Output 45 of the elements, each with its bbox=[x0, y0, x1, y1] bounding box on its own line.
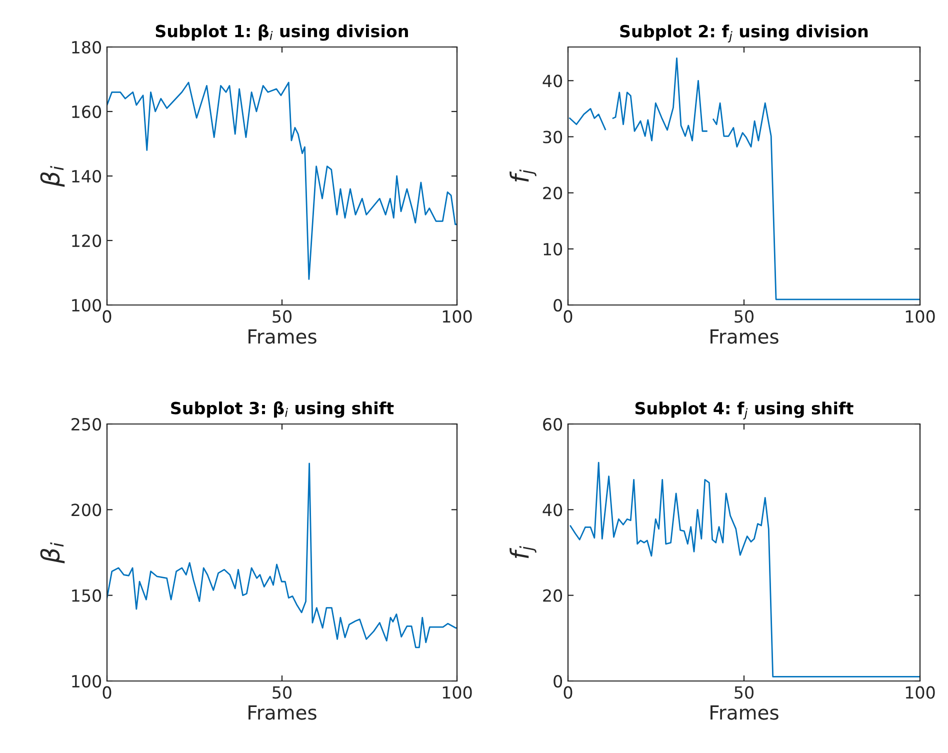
x-axis-title: Frames bbox=[710, 705, 778, 720]
x-tick-label: 0 bbox=[564, 686, 572, 699]
x-axis-title: Frames bbox=[248, 705, 316, 720]
y-tick-label: 40 bbox=[542, 74, 562, 88]
y-tick-label: 250 bbox=[72, 418, 102, 431]
y-tick-label: 0 bbox=[554, 674, 562, 688]
y-tick-label: 120 bbox=[72, 234, 102, 248]
y-tick-label: 20 bbox=[543, 186, 562, 200]
chart-title: Subplot 4: f$_{j}$ using shift bbox=[635, 402, 854, 420]
x-tick-label: 100 bbox=[442, 310, 472, 323]
x-tick-label: 100 bbox=[442, 686, 472, 699]
x-tick-label: 50 bbox=[734, 310, 754, 323]
x-tick-label: 50 bbox=[272, 686, 292, 699]
y-axis-title: β$_{i}$ bbox=[40, 542, 65, 564]
y-tick-label: 0 bbox=[554, 298, 562, 312]
chart-title: Subplot 2: f$_{j}$ using division bbox=[620, 24, 868, 42]
y-tick-label: 30 bbox=[543, 130, 562, 144]
line-series bbox=[107, 82, 457, 280]
y-tick-label: 180 bbox=[72, 40, 102, 54]
chart-title: Subplot 3: β$_{i}$ using shift bbox=[171, 401, 394, 418]
line-series bbox=[570, 462, 920, 678]
x-axis-title: Frames bbox=[248, 329, 316, 344]
line-series bbox=[107, 462, 457, 648]
y-tick-label: 150 bbox=[72, 589, 102, 602]
y-tick-label: 40 bbox=[542, 504, 562, 516]
y-axis-title: f$_{j}$ bbox=[510, 546, 536, 558]
x-tick-label: 50 bbox=[272, 310, 292, 323]
x-tick-label: 50 bbox=[734, 686, 754, 699]
y-tick-label: 60 bbox=[543, 418, 562, 431]
x-axis-title: Frames bbox=[710, 329, 778, 344]
y-tick-label: 100 bbox=[72, 674, 102, 688]
y-axis-title: β$_{i}$ bbox=[40, 166, 65, 187]
x-tick-label: 100 bbox=[906, 686, 935, 699]
x-tick-label: 100 bbox=[906, 310, 935, 323]
y-tick-label: 140 bbox=[72, 170, 102, 183]
y-tick-label: 200 bbox=[72, 504, 102, 516]
y-tick-label: 20 bbox=[543, 589, 562, 602]
y-tick-label: 100 bbox=[72, 298, 102, 312]
x-tick-label: 0 bbox=[102, 310, 112, 323]
y-tick-label: 160 bbox=[72, 105, 102, 118]
y-axis-title: f$_{j}$ bbox=[510, 169, 536, 182]
x-tick-label: 0 bbox=[102, 686, 112, 699]
y-tick-label: 10 bbox=[544, 242, 562, 256]
chart-title: Subplot 1: β$_{i}$ using division bbox=[156, 24, 408, 41]
x-tick-label: 0 bbox=[564, 310, 572, 323]
